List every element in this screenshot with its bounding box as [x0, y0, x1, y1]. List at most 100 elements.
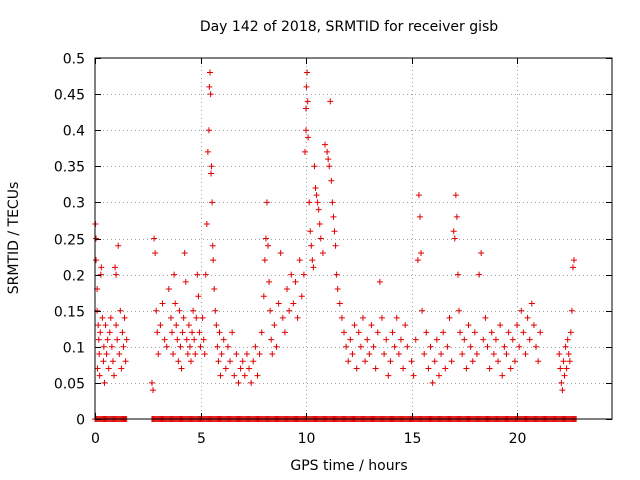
data-point [307, 228, 314, 235]
data-point [561, 372, 568, 379]
data-point [438, 351, 445, 358]
data-point [385, 372, 392, 379]
data-point [100, 343, 107, 350]
data-point [362, 358, 369, 365]
data-point [312, 184, 319, 191]
data-point [558, 379, 565, 386]
data-point [421, 351, 428, 358]
data-point [209, 242, 216, 249]
data-point [469, 358, 476, 365]
data-point [395, 351, 402, 358]
data-point [425, 365, 432, 372]
data-point [120, 343, 127, 350]
data-point [113, 271, 120, 278]
data-point [174, 336, 181, 343]
data-point [97, 329, 104, 336]
data-point [454, 271, 461, 278]
data-point [557, 365, 564, 372]
data-point [281, 329, 288, 336]
x-tick-label: 10 [298, 431, 316, 447]
data-point [563, 365, 570, 372]
data-point [505, 329, 512, 336]
data-point [334, 286, 341, 293]
data-point [163, 343, 170, 350]
data-point [266, 278, 273, 285]
data-point [169, 329, 176, 336]
data-point [288, 271, 295, 278]
x-tick-label: 5 [197, 431, 206, 447]
data-point [152, 249, 159, 256]
data-point [448, 358, 455, 365]
data-point [102, 322, 109, 329]
data-point [155, 351, 162, 358]
data-point [154, 329, 161, 336]
data-point [256, 351, 263, 358]
data-point [374, 329, 381, 336]
data-point [571, 257, 578, 264]
data-point [184, 351, 191, 358]
data-point [520, 329, 527, 336]
data-point [185, 322, 192, 329]
data-point [317, 235, 324, 242]
x-axis-title: GPS time / hours [290, 458, 407, 474]
data-point [108, 343, 115, 350]
data-point [442, 365, 449, 372]
data-point [216, 329, 223, 336]
data-point [193, 314, 200, 321]
data-point [402, 322, 409, 329]
data-point [116, 351, 123, 358]
data-point [497, 322, 504, 329]
data-point [412, 336, 419, 343]
y-tick-labels: 0 0.05 0.1 0.15 0.2 0.25 0.3 0.35 0.4 0.45 0.5 [54, 52, 85, 429]
data-point [565, 351, 572, 358]
data-point [118, 365, 125, 372]
data-point [114, 336, 121, 343]
data-point [559, 387, 566, 394]
data-point [566, 358, 573, 365]
data-point [315, 206, 322, 213]
data-point [203, 221, 210, 228]
data-point [303, 105, 310, 112]
data-point [325, 156, 332, 163]
data-point [292, 278, 299, 285]
data-point [115, 242, 122, 249]
x-tick-label: 20 [509, 431, 527, 447]
data-point [463, 365, 470, 372]
data-point [173, 322, 180, 329]
data-point [233, 351, 240, 358]
data-point [490, 351, 497, 358]
data-point [214, 343, 221, 350]
data-point [511, 358, 518, 365]
data-point [484, 343, 491, 350]
data-point [351, 322, 358, 329]
data-point [186, 343, 193, 350]
data-point [269, 351, 276, 358]
grid-lines [95, 58, 612, 419]
data-point [303, 127, 310, 134]
data-point [526, 336, 533, 343]
data-point [499, 372, 506, 379]
data-point [459, 351, 466, 358]
data-point [275, 300, 282, 307]
data-point [224, 343, 231, 350]
data-point [101, 379, 108, 386]
data-point [391, 343, 398, 350]
data-point [518, 307, 525, 314]
data-point [183, 336, 190, 343]
data-point [254, 372, 261, 379]
data-point [503, 351, 510, 358]
data-point [530, 322, 537, 329]
data-point [191, 336, 198, 343]
data-point [121, 314, 128, 321]
data-point [241, 372, 248, 379]
data-point [304, 98, 311, 105]
data-point [180, 314, 187, 321]
y-tick-label: 0.1 [63, 341, 85, 357]
data-point [104, 336, 111, 343]
data-point [408, 358, 415, 365]
data-point [516, 343, 523, 350]
data-point [123, 336, 130, 343]
data-point [404, 343, 411, 350]
data-point [237, 365, 244, 372]
data-point [151, 235, 158, 242]
